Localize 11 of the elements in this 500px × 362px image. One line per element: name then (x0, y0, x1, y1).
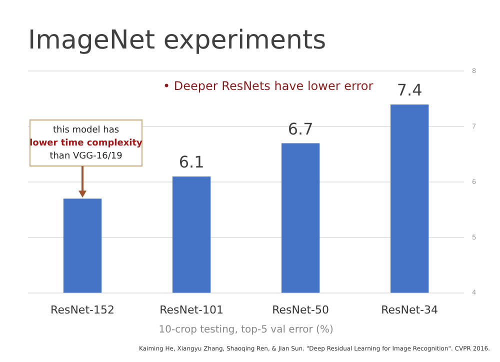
data-label: 7.4 (396, 80, 422, 100)
x-axis-title: 10-crop testing, top-5 val error (%) (158, 324, 334, 336)
data-label: 6.7 (288, 119, 314, 138)
x-tick-label: ResNet-50 (272, 303, 330, 316)
annotation: this model has lower time complexity than VGG-16/19 (30, 125, 143, 162)
x-tick-label: ResNet-34 (381, 303, 438, 316)
data-label: 6.1 (178, 152, 204, 172)
x-tick-label: ResNet-152 (50, 303, 114, 316)
annotation: • Deeper ResNets have lower error (163, 78, 374, 93)
chart-title: ImageNet experiments (28, 25, 326, 56)
x-tick-label: ResNet-101 (160, 303, 224, 316)
